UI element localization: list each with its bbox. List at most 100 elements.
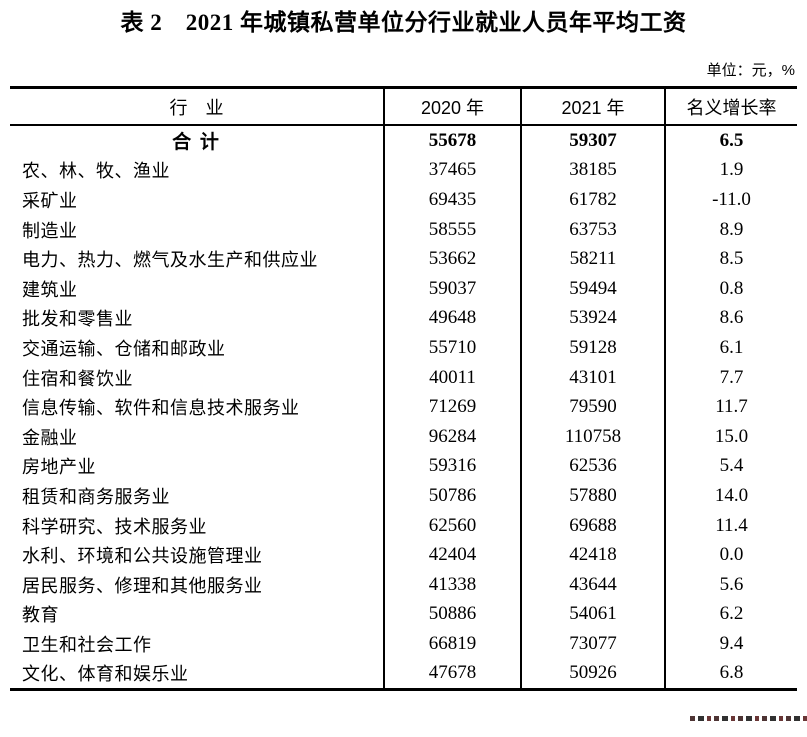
growth-cell: 6.1 <box>664 333 797 363</box>
industry-cell: 教育 <box>22 605 59 626</box>
industry-cell: 信息传输、软件和信息技术服务业 <box>22 398 300 419</box>
growth-cell: 6.2 <box>664 599 797 630</box>
growth-cell: 5.6 <box>664 569 797 600</box>
table-row: 卫生和社会工作 66819 73077 9.4 <box>10 629 797 659</box>
growth-cell: 8.6 <box>664 303 797 334</box>
table-row: 电力、热力、燃气及水生产和供应业 53662 58211 8.5 <box>10 244 797 274</box>
col-header-industry: 行 业 <box>169 97 224 118</box>
growth-cell: 11.4 <box>664 510 797 541</box>
value-2020-cell: 47678 <box>383 658 520 689</box>
industry-cell: 水利、环境和公共设施管理业 <box>22 546 263 567</box>
table-row: 房地产业 59316 62536 5.4 <box>10 451 797 482</box>
industry-cell: 采矿业 <box>22 190 78 211</box>
value-2021-cell: 59494 <box>520 273 664 304</box>
value-2021-cell: 62536 <box>520 451 664 482</box>
growth-cell: 6.8 <box>664 658 797 689</box>
table-row: 居民服务、修理和其他服务业 41338 43644 5.6 <box>10 569 797 600</box>
value-2021-cell: 42418 <box>520 540 664 570</box>
industry-cell: 电力、热力、燃气及水生产和供应业 <box>22 250 318 271</box>
value-2021-cell: 43101 <box>520 362 664 393</box>
table-row: 批发和零售业 49648 53924 8.6 <box>10 303 797 334</box>
value-2020-cell: 42404 <box>383 540 520 570</box>
industry-cell: 科学研究、技术服务业 <box>22 516 207 537</box>
value-2020-cell: 37465 <box>383 155 520 186</box>
table-row: 采矿业 69435 61782 -11.0 <box>10 185 797 215</box>
growth-cell: 8.5 <box>664 244 797 274</box>
value-2021-cell: 59128 <box>520 333 664 363</box>
value-2021-cell: 58211 <box>520 244 664 274</box>
value-2021-cell: 79590 <box>520 392 664 422</box>
table-row: 文化、体育和娱乐业 47678 50926 6.8 <box>10 658 797 689</box>
growth-cell: 15.0 <box>664 421 797 452</box>
value-2020-cell: 59316 <box>383 451 520 482</box>
growth-cell: 0.8 <box>664 273 797 304</box>
value-2021-cell: 50926 <box>520 658 664 689</box>
value-2020-cell: 41338 <box>383 569 520 600</box>
growth-cell: 1.9 <box>664 155 797 186</box>
value-2021-cell: 73077 <box>520 629 664 659</box>
page-title: 表 2 2021 年城镇私营单位分行业就业人员年平均工资 <box>120 10 687 35</box>
industry-cell: 租赁和商务服务业 <box>22 486 170 507</box>
table-row: 制造业 58555 63753 8.9 <box>10 214 797 245</box>
growth-cell: 7.7 <box>664 362 797 393</box>
table-row: 农、林、牧、渔业 37465 38185 1.9 <box>10 155 797 186</box>
unit-note: 单位：元，% <box>706 62 795 79</box>
value-2021-cell: 38185 <box>520 155 664 186</box>
table-row: 科学研究、技术服务业 62560 69688 11.4 <box>10 510 797 541</box>
growth-cell: 11.7 <box>664 392 797 422</box>
industry-cell: 制造业 <box>22 220 78 241</box>
industry-cell: 卫生和社会工作 <box>22 634 152 655</box>
industry-cell: 合 计 <box>172 132 221 154</box>
industry-cell: 建筑业 <box>22 279 78 300</box>
industry-cell: 批发和零售业 <box>22 309 133 330</box>
growth-cell: 9.4 <box>664 629 797 659</box>
table-header-row: 行 业 2020 年 2021 年 名义增长率 <box>10 89 797 126</box>
value-2020-cell: 69435 <box>383 185 520 215</box>
value-2021-cell: 57880 <box>520 481 664 511</box>
value-2020-cell: 71269 <box>383 392 520 422</box>
value-2020-cell: 55710 <box>383 333 520 363</box>
growth-cell: 14.0 <box>664 481 797 511</box>
value-2020-cell: 40011 <box>383 362 520 393</box>
clipped-text-artifact <box>690 716 807 721</box>
table-row: 交通运输、仓储和邮政业 55710 59128 6.1 <box>10 333 797 363</box>
industry-cell: 居民服务、修理和其他服务业 <box>22 575 263 596</box>
value-2020-cell: 58555 <box>383 214 520 245</box>
value-2020-cell: 50786 <box>383 481 520 511</box>
document-page: 表 2 2021 年城镇私营单位分行业就业人员年平均工资 单位：元，% 行 业 … <box>10 0 797 692</box>
wage-table: 行 业 2020 年 2021 年 名义增长率 合 计 55678 59307 … <box>10 86 797 692</box>
industry-cell: 住宿和餐饮业 <box>22 368 133 389</box>
growth-cell: -11.0 <box>664 185 797 215</box>
value-2021-cell: 61782 <box>520 185 664 215</box>
value-2021-cell: 54061 <box>520 599 664 630</box>
industry-cell: 金融业 <box>22 427 78 448</box>
growth-cell: 0.0 <box>664 540 797 570</box>
industry-cell: 交通运输、仓储和邮政业 <box>22 338 226 359</box>
growth-cell: 5.4 <box>664 451 797 482</box>
table-row: 建筑业 59037 59494 0.8 <box>10 273 797 304</box>
value-2020-cell: 62560 <box>383 510 520 541</box>
col-header-2021: 2021 年 <box>520 89 664 124</box>
table-row: 信息传输、软件和信息技术服务业 71269 79590 11.7 <box>10 392 797 422</box>
industry-cell: 房地产业 <box>22 457 96 478</box>
value-2021-cell: 69688 <box>520 510 664 541</box>
table-body: 合 计 55678 59307 6.5 农、林、牧、渔业 37465 38185… <box>10 126 797 689</box>
col-header-2020: 2020 年 <box>383 89 520 124</box>
value-2020-cell: 66819 <box>383 629 520 659</box>
table-row: 住宿和餐饮业 40011 43101 7.7 <box>10 362 797 393</box>
value-2020-cell: 96284 <box>383 421 520 452</box>
industry-cell: 文化、体育和娱乐业 <box>22 664 189 685</box>
value-2021-cell: 53924 <box>520 303 664 334</box>
col-header-growth: 名义增长率 <box>664 89 797 124</box>
table-row: 租赁和商务服务业 50786 57880 14.0 <box>10 481 797 511</box>
value-2020-cell: 49648 <box>383 303 520 334</box>
table-row: 合 计 55678 59307 6.5 <box>10 126 797 156</box>
growth-cell: 8.9 <box>664 214 797 245</box>
value-2020-cell: 50886 <box>383 599 520 630</box>
industry-cell: 农、林、牧、渔业 <box>22 161 170 182</box>
table-row: 水利、环境和公共设施管理业 42404 42418 0.0 <box>10 540 797 570</box>
value-2021-cell: 110758 <box>520 421 664 452</box>
value-2021-cell: 43644 <box>520 569 664 600</box>
value-2021-cell: 59307 <box>520 126 664 156</box>
value-2020-cell: 55678 <box>383 126 520 156</box>
